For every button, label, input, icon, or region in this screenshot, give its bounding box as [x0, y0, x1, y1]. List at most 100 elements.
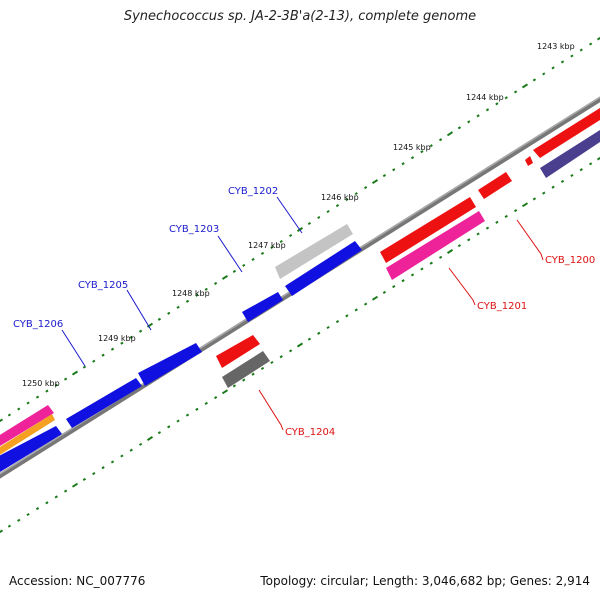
gene-arrow-orange[interactable] — [0, 414, 55, 456]
gene-label-cyb-1203[interactable]: CYB_1203 — [169, 224, 219, 235]
gene-arrow-red[interactable] — [478, 172, 512, 199]
scale-tick — [317, 331, 321, 335]
kbp-tick-label: 1245 kbp — [393, 143, 431, 152]
scale-tick — [467, 238, 471, 242]
callout-line — [276, 196, 303, 234]
scale-tick — [195, 293, 199, 297]
scale-tick — [138, 329, 143, 333]
kbp-tick-label: 1247 kbp — [248, 241, 286, 250]
scale-tick — [270, 360, 274, 365]
scale-tick — [438, 138, 443, 142]
scale-tick — [185, 299, 190, 303]
scale-tick — [232, 269, 237, 273]
kbp-tick-label: 1243 kbp — [537, 42, 575, 51]
gene-arrow-blue[interactable] — [242, 292, 283, 322]
scale-tick — [588, 42, 593, 46]
scale-tick — [242, 378, 246, 382]
scale-tick — [551, 66, 555, 70]
reverse-genes — [216, 335, 270, 388]
scale-tick — [204, 401, 208, 405]
scale-tick — [120, 341, 124, 345]
kbp-tick-label: 1250 kbp — [22, 379, 60, 388]
scale-tick — [570, 173, 574, 178]
scale-tick — [504, 214, 508, 218]
scale-tick — [101, 466, 105, 470]
scale-tick — [420, 267, 424, 271]
lower-scale-dots — [0, 156, 600, 534]
scale-tick — [270, 245, 274, 250]
gene-arrow-blue[interactable] — [66, 378, 142, 428]
scale-tick — [579, 168, 583, 172]
scale-tick — [232, 384, 237, 388]
scale-tick — [82, 365, 87, 369]
scale-tick — [54, 495, 58, 499]
gene-label-cyb-1204[interactable]: CYB_1204 — [285, 427, 335, 438]
gene-arrow-blue[interactable] — [285, 241, 362, 296]
scale-tick — [71, 482, 79, 488]
scale-tick — [392, 285, 396, 289]
scale-tick — [392, 168, 396, 172]
gene-label-cyb-1206[interactable]: CYB_1206 — [13, 319, 63, 330]
scale-tick — [45, 501, 49, 505]
gene-arrow-gray-dark[interactable] — [222, 351, 270, 388]
scale-tick — [35, 395, 40, 399]
gene-arrow-red[interactable] — [533, 108, 600, 158]
scale-tick — [71, 370, 79, 376]
gene-arrow-red[interactable] — [525, 156, 533, 166]
gene-arrow-pink[interactable] — [0, 405, 54, 446]
gene-arrow-pink[interactable] — [386, 211, 485, 280]
gene-label-cyb-1201[interactable]: CYB_1201 — [477, 301, 527, 312]
kbp-tick-label: 1246 kbp — [321, 193, 359, 202]
gene-arrow-red[interactable] — [216, 335, 260, 368]
scale-tick — [345, 314, 349, 318]
upper-scale-dots — [0, 36, 600, 423]
gene-arrow-slate[interactable] — [540, 130, 600, 178]
gene-label-cyb-1200[interactable]: CYB_1200 — [545, 255, 595, 266]
scale-tick — [288, 349, 293, 353]
scale-tick — [317, 215, 321, 220]
scale-tick — [513, 90, 518, 94]
scale-tick — [401, 279, 405, 283]
scale-tick — [382, 174, 387, 178]
scale-tick — [326, 325, 330, 330]
kbp-tick-label: 1248 kbp — [172, 289, 210, 298]
scale-tick — [307, 337, 312, 341]
gene-arrow-blue[interactable] — [138, 343, 202, 386]
scale-tick — [17, 407, 21, 411]
gene-label-cyb-1205[interactable]: CYB_1205 — [78, 280, 128, 291]
gene-arrow-gray-light[interactable] — [275, 224, 353, 279]
scale-tick — [101, 353, 105, 357]
scale-tick — [167, 425, 171, 429]
scale-tick — [588, 162, 593, 166]
summary-text: Topology: circular; Length: 3,046,682 bp… — [260, 574, 590, 588]
scale-tick — [213, 281, 218, 285]
gene-label-cyb-1202[interactable]: CYB_1202 — [228, 186, 278, 197]
scale-tick — [54, 383, 58, 387]
scale-tick — [110, 347, 115, 351]
scale-tick — [176, 305, 180, 309]
scale-tick — [335, 204, 340, 208]
scale-tick — [260, 251, 265, 255]
scale-tick — [542, 72, 546, 76]
scale-tick — [138, 442, 143, 446]
scale-tick — [551, 185, 555, 189]
callout-line — [217, 235, 243, 273]
gene-arrow-blue[interactable] — [0, 426, 62, 472]
scale-tick — [279, 355, 283, 359]
scale-tick — [110, 460, 115, 464]
scale-tick — [251, 372, 255, 376]
scale-tick — [120, 454, 124, 458]
scale-tick — [146, 436, 154, 441]
gene-arrow-red[interactable] — [380, 197, 476, 263]
scale-tick — [45, 389, 49, 393]
scale-tick — [0, 529, 4, 534]
scale-tick — [457, 244, 462, 248]
scale-tick — [7, 524, 12, 528]
scale-tick — [204, 287, 208, 291]
scale-tick — [446, 249, 454, 254]
scale-tick — [63, 377, 68, 381]
scale-tick — [420, 150, 424, 154]
scale-tick — [129, 448, 133, 452]
scale-tick — [485, 226, 490, 230]
